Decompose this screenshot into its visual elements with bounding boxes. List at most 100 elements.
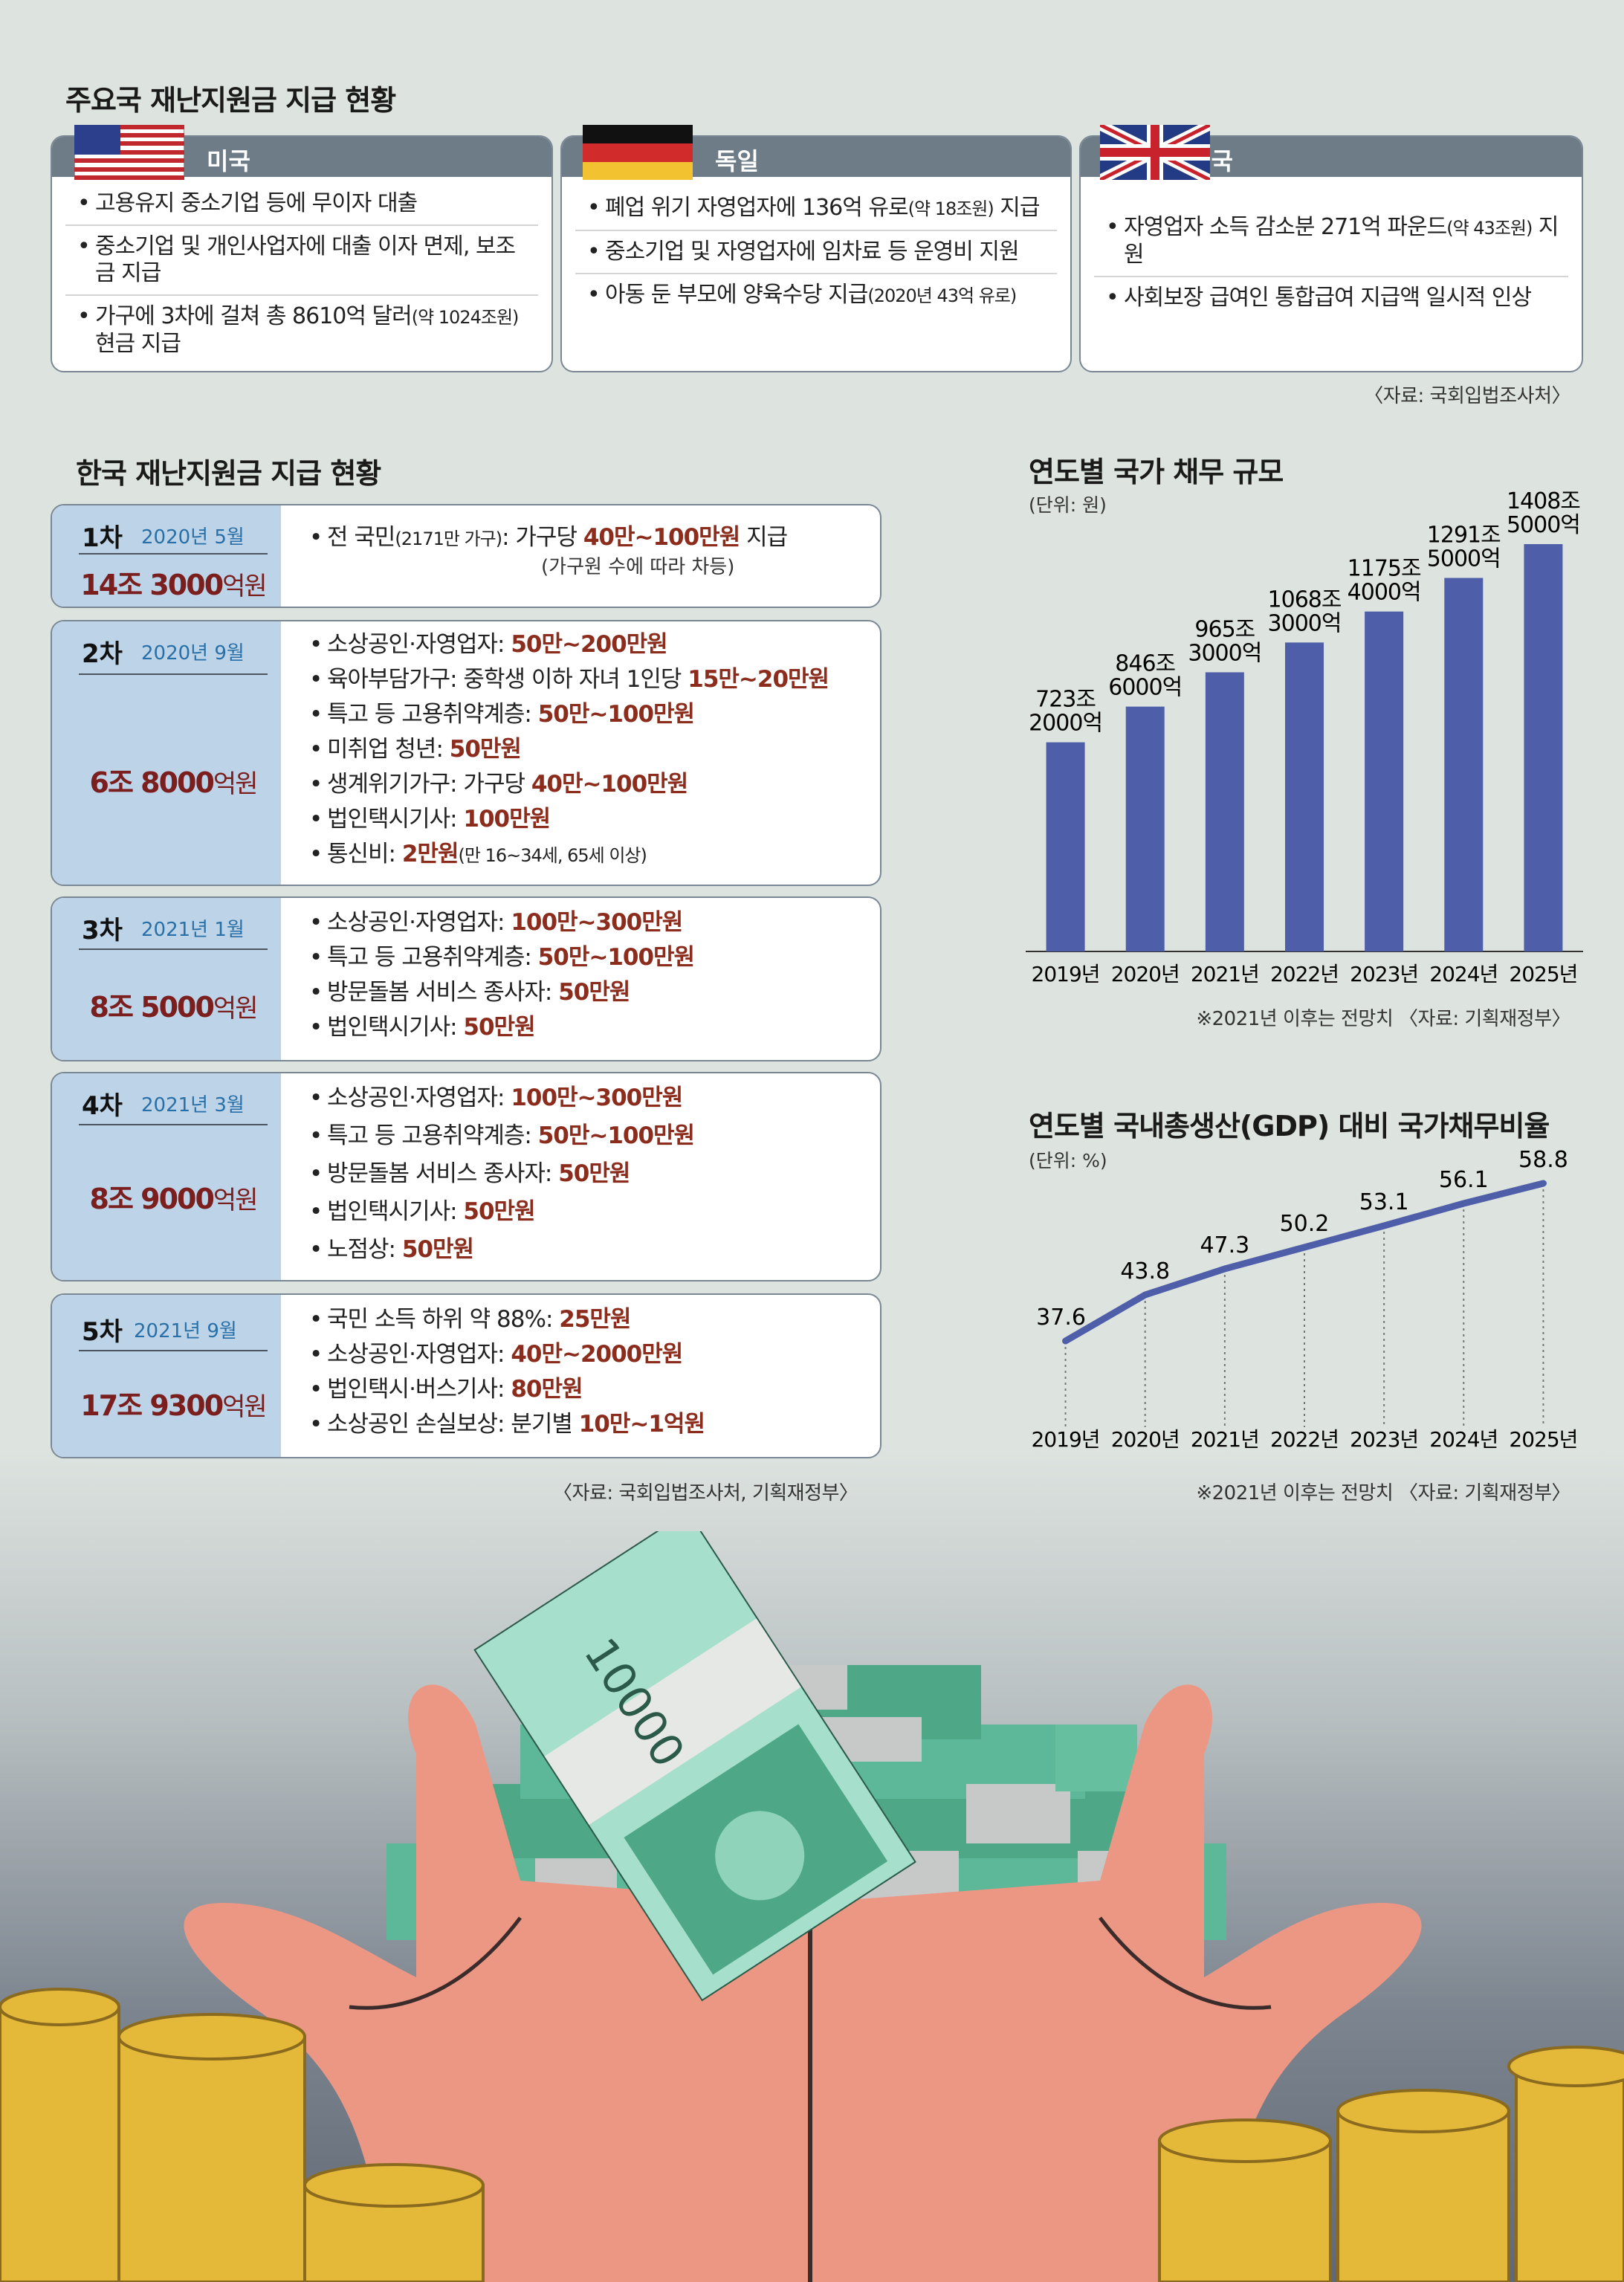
data-label: 1068조 3000억 <box>1268 586 1342 636</box>
round-summary: 1차 2020년 5월 14조 3000억원 <box>52 505 281 607</box>
tick-label: 2022년 <box>1270 1427 1339 1452</box>
round-summary: 2차 2020년 9월 6조 8000억원 <box>52 621 281 885</box>
data-label: 965조 3000억 <box>1188 616 1261 666</box>
round-number: 2차 <box>82 639 123 669</box>
round-summary: 4차 2021년 3월 8조 9000억원 <box>52 1073 281 1280</box>
bar <box>1205 672 1244 951</box>
hands <box>184 1684 1422 2282</box>
round-date: 2020년 5월 <box>141 526 245 549</box>
divider <box>79 1350 268 1351</box>
list-item: 방문돌봄 서비스 종사자: 50만원 <box>305 975 694 1010</box>
round-card-3: 3차 2021년 1월 8조 5000억원 소상공인·자영업자: 100만~30… <box>51 896 881 1061</box>
line-chart-unit: (단위: %) <box>1029 1150 1107 1171</box>
data-label: 47.3 <box>1200 1232 1249 1258</box>
list-item: 소상공인·자영업자: 50만~200만원 <box>305 627 829 662</box>
round-date: 2021년 3월 <box>141 1094 245 1116</box>
list-item: 소상공인·자영업자: 100만~300만원 <box>305 1079 694 1117</box>
list-item: 육아부담가구: 중학생 이하 자녀 1인당 15만~20만원 <box>305 662 829 697</box>
data-label: 37.6 <box>1036 1305 1086 1331</box>
list-item: 미취업 청년: 50만원 <box>305 732 829 767</box>
line-chart-title: 연도별 국내총생산(GDP) 대비 국가채무비율 <box>1029 1110 1550 1142</box>
bar <box>1365 611 1404 951</box>
list-item: 사회보장 급여인 통합급여 지급액 일시적 인상 <box>1094 277 1568 319</box>
round-date: 2021년 1월 <box>141 919 245 941</box>
country-name: 독일 <box>715 147 759 175</box>
list-item: 고용유지 중소기업 등에 무이자 대출 <box>65 183 538 226</box>
list-item: 통신비: 2만원(만 16~34세, 65세 이상) <box>305 837 829 873</box>
list-item: 특고 등 고용취약계층: 50만~100만원 <box>305 1117 695 1155</box>
list-item: 특고 등 고용취약계층: 50만~100만원 <box>305 697 829 732</box>
round-summary: 5차 2021년 9월 17조 9300억원 <box>52 1295 281 1457</box>
bar <box>1444 578 1484 951</box>
line-chart: 37.6 2019년 43.8 2020년 47.3 2021년 50.2 2022년 53.1… <box>1032 1147 1579 1452</box>
tick-label: 2019년 <box>1032 962 1100 986</box>
tick-label: 2023년 <box>1350 1427 1418 1452</box>
tick-label: 2021년 <box>1191 962 1259 986</box>
round-number: 4차 <box>82 1091 123 1121</box>
bar-chart-note: ※2021년 이후는 전망치 〈자료: 기획재정부〉 <box>1196 1008 1570 1030</box>
data-label: 723조 2000억 <box>1029 687 1102 737</box>
bar <box>1046 742 1085 951</box>
data-label: 50.2 <box>1280 1211 1330 1237</box>
list-item: 특고 등 고용취약계층: 50만~100만원 <box>305 940 695 975</box>
round-card-5: 5차 2021년 9월 17조 9300억원 국민 소득 하위 약 88%: 2… <box>51 1293 881 1458</box>
list-item: 노점상: 50만원 <box>305 1231 694 1269</box>
round-number: 3차 <box>82 916 123 946</box>
list-item: 중소기업 및 자영업자에 임차료 등 운영비 지원 <box>575 231 1057 274</box>
bar-chart-unit: (단위: 원) <box>1029 494 1107 516</box>
divider <box>79 948 268 950</box>
germany-flag-icon <box>583 125 693 180</box>
round-number: 5차 <box>82 1317 123 1347</box>
round-number: 1차 <box>82 523 123 553</box>
line-chart-note: ※2021년 이후는 전망치 〈자료: 기획재정부〉 <box>1196 1482 1570 1504</box>
list-item: 법인택시기사: 50만원 <box>305 1010 694 1045</box>
data-label: 56.1 <box>1439 1167 1489 1193</box>
list-item: 법인택시·버스기사: 80만원 <box>305 1372 705 1407</box>
list-item: 아동 둔 부모에 양육수당 지급(2020년 43억 유로) <box>575 274 1057 317</box>
data-label: 53.1 <box>1359 1189 1409 1215</box>
list-item: 전 국민(2171만 가구): 가구당 40만~100만원 지급 <box>305 520 788 557</box>
list-item: 국민 소득 하위 약 88%: 25만원 <box>305 1302 705 1337</box>
us-flag-icon <box>74 125 184 180</box>
list-item: 법인택시기사: 50만원 <box>305 1193 694 1231</box>
tick-label: 2020년 <box>1111 962 1180 986</box>
round-card-4: 4차 2021년 3월 8조 9000억원 소상공인·자영업자: 100만~30… <box>51 1072 881 1281</box>
tick-label: 2025년 <box>1509 962 1577 986</box>
tick-label: 2019년 <box>1032 1427 1100 1452</box>
banknote: 10000 <box>473 1531 916 2002</box>
bar <box>1285 642 1324 951</box>
list-item: 폐업 위기 자영업자에 136억 유로(약 18조원) 지급 <box>575 187 1057 231</box>
round-card-1: 1차 2020년 5월 14조 3000억원 전 국민(2171만 가구): 가… <box>51 504 881 608</box>
list-item: 소상공인·자영업자: 100만~300만원 <box>305 905 694 940</box>
list-item: 중소기업 및 개인사업자에 대출 이자 면제, 보조금 지급 <box>65 226 538 296</box>
data-label: 58.8 <box>1518 1147 1568 1173</box>
tick-label: 2022년 <box>1270 962 1339 986</box>
tick-label: 2023년 <box>1350 962 1418 986</box>
footnote: (가구원 수에 따라 차등) <box>541 556 735 578</box>
list-item: 방문돌봄 서비스 종사자: 50만원 <box>305 1155 694 1193</box>
data-label: 43.8 <box>1120 1258 1170 1284</box>
uk-flag-icon <box>1100 125 1210 180</box>
tick-label: 2024년 <box>1429 1427 1498 1452</box>
tick-label: 2020년 <box>1111 1427 1180 1452</box>
round-summary: 3차 2021년 1월 8조 5000억원 <box>52 898 281 1060</box>
korea-source: 〈자료: 국회입법조사처, 기획재정부〉 <box>553 1482 858 1504</box>
list-item: 생계위기가구: 가구당 40만~100만원 <box>305 767 829 802</box>
coins-left <box>0 1988 485 2282</box>
series-line <box>1062 1180 1547 1345</box>
data-label: 1291조 5000억 <box>1427 523 1501 572</box>
divider <box>79 673 268 675</box>
round-amount: 8조 5000억원 <box>89 991 259 1024</box>
list-item: 가구에 3차에 걸쳐 총 8610억 달러(약 1024조원) 현금 지급 <box>65 296 538 365</box>
list-item: 자영업자 소득 감소분 271억 파운드(약 43조원) 지원 <box>1094 207 1568 277</box>
money-hands-illustration: 10000 <box>0 1531 1624 2282</box>
round-amount: 14조 3000억원 <box>80 569 267 601</box>
round-date: 2021년 9월 <box>134 1320 237 1342</box>
tick-label: 2021년 <box>1191 1427 1259 1452</box>
korea-title: 한국 재난지원금 지급 현황 <box>76 457 381 490</box>
tick-label: 2024년 <box>1429 962 1498 986</box>
intl-title: 주요국 재난지원금 지급 현황 <box>65 84 396 117</box>
round-date: 2020년 9월 <box>141 642 245 665</box>
divider <box>79 1124 268 1125</box>
list-item: 법인택시기사: 100만원 <box>305 802 829 837</box>
